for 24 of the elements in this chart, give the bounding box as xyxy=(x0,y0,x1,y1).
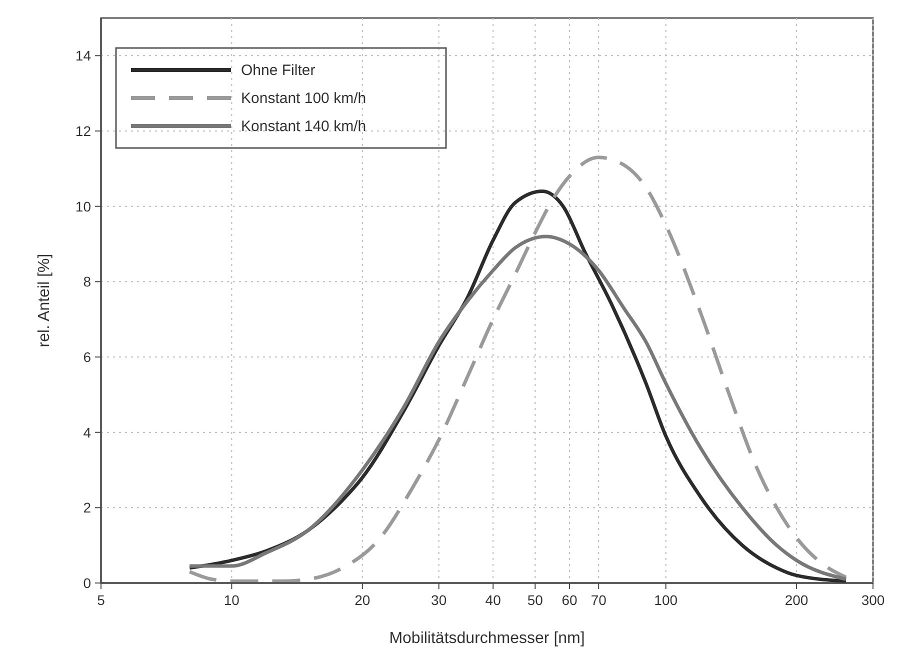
y-tick-label: 6 xyxy=(83,349,92,365)
y-tick-label: 14 xyxy=(75,48,92,64)
legend-label: Konstant 100 km/h xyxy=(241,90,366,107)
x-tick-label: 100 xyxy=(654,592,678,608)
legend-label: Konstant 140 km/h xyxy=(241,118,366,135)
y-tick-label: 12 xyxy=(75,123,92,139)
legend-label: Ohne Filter xyxy=(241,62,316,79)
x-tick-label: 5 xyxy=(97,592,106,608)
x-tick-label: 60 xyxy=(562,592,578,608)
y-tick-label: 0 xyxy=(83,575,92,591)
y-tick-label: 2 xyxy=(83,500,92,516)
x-tick-label: 40 xyxy=(485,592,502,608)
x-tick-label: 200 xyxy=(784,592,808,608)
x-tick-label: 20 xyxy=(354,592,370,608)
x-axis-title: Mobilitätsdurchmesser [nm] xyxy=(389,630,585,647)
x-tick-label: 10 xyxy=(224,592,240,608)
y-tick-label: 10 xyxy=(75,198,92,214)
y-axis-title: rel. Anteil [%] xyxy=(36,254,53,348)
x-tick-label: 300 xyxy=(861,592,885,608)
x-tick-label: 70 xyxy=(590,592,607,608)
y-tick-label: 4 xyxy=(83,424,92,440)
y-tick-label: 8 xyxy=(83,274,92,290)
x-tick-label: 50 xyxy=(527,592,544,608)
x-tick-label: 30 xyxy=(431,592,447,608)
